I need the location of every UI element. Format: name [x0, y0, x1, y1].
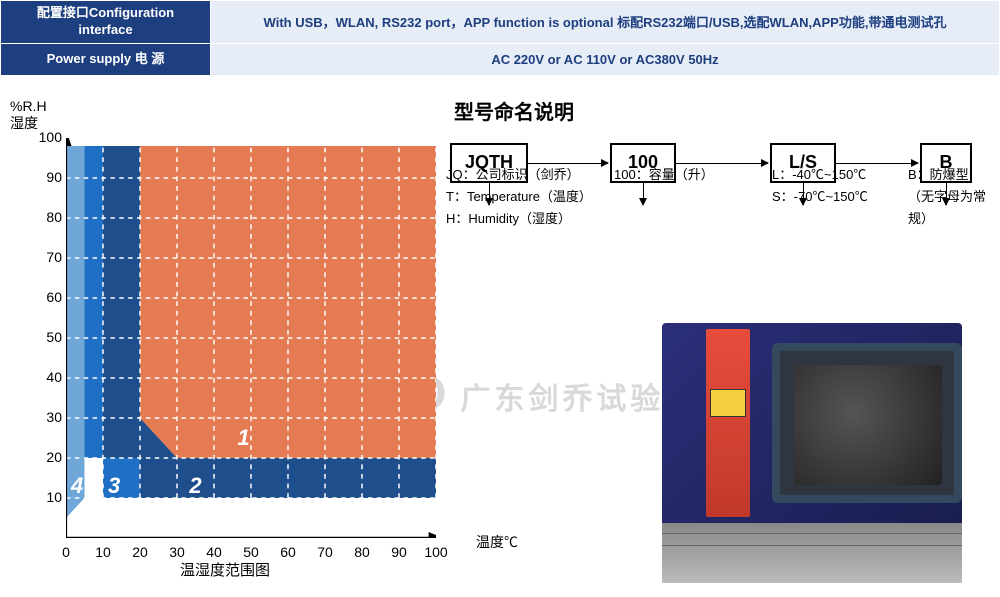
chart-xtick: 70	[310, 544, 340, 560]
naming-desc-line: L：-40℃~150℃	[772, 164, 868, 186]
chart-svg	[66, 138, 436, 538]
naming-desc-column: L：-40℃~150℃S：-70℃~150℃	[772, 164, 868, 208]
naming-diagram: 型号命名说明 JQTH100L/SB JQ：公司标识（剑乔）T：Temperat…	[450, 96, 990, 187]
spec-value: With USB，WLAN, RS232 port，APP function i…	[211, 1, 1000, 44]
spec-table: 配置接口Configuration interfaceWith USB，WLAN…	[0, 0, 1000, 76]
chart-region-label: 1	[237, 425, 249, 451]
chart-xtick: 90	[384, 544, 414, 560]
chart-caption: 温湿度范围图	[180, 559, 270, 580]
chart-xtick: 50	[236, 544, 266, 560]
equipment-base	[662, 523, 962, 583]
humidity-chart: %R.H湿度 123410203040506070809010001020304…	[30, 106, 460, 576]
naming-desc-line: B：防爆型	[908, 164, 990, 186]
chart-ytick: 90	[36, 169, 62, 185]
spec-header: Power supply 电 源	[1, 43, 211, 75]
chart-x-label: 温度℃	[476, 532, 518, 552]
equipment-window-glass	[794, 365, 942, 485]
chart-plot-area: 1234102030405060708090100010203040506070…	[66, 138, 436, 538]
naming-desc-column: JQ：公司标识（剑乔）T：Temperature（温度）H：Humidity（湿…	[446, 164, 592, 230]
naming-desc-line: T：Temperature（温度）	[446, 186, 592, 208]
naming-desc-column: 100：容量（升）	[614, 164, 714, 186]
chart-xtick: 10	[88, 544, 118, 560]
chart-xtick: 20	[125, 544, 155, 560]
equipment-screen	[710, 389, 746, 417]
chart-ytick: 10	[36, 489, 62, 505]
chart-y-label: %R.H湿度	[10, 98, 47, 132]
naming-desc-line: JQ：公司标识（剑乔）	[446, 164, 592, 186]
chart-xtick: 100	[421, 544, 451, 560]
naming-desc-line: S：-70℃~150℃	[772, 186, 868, 208]
chart-ytick: 60	[36, 289, 62, 305]
chart-xtick: 80	[347, 544, 377, 560]
spec-header: 配置接口Configuration interface	[1, 1, 211, 44]
lower-area: JIANQIAO广东剑乔试验设备有限公司 %R.H湿度 123410203040…	[0, 76, 1000, 593]
naming-desc-line: 100：容量（升）	[614, 164, 714, 186]
arrow-down-icon	[643, 183, 644, 205]
chart-xtick: 60	[273, 544, 303, 560]
spec-value: AC 220V or AC 110V or AC380V 50Hz	[211, 43, 1000, 75]
chart-xtick: 30	[162, 544, 192, 560]
chart-ytick: 70	[36, 249, 62, 265]
chart-region-label: 4	[71, 473, 83, 499]
chart-xtick: 0	[51, 544, 81, 560]
chart-ytick: 50	[36, 329, 62, 345]
naming-desc-column: B：防爆型（无字母为常规）	[908, 164, 990, 230]
equipment-door	[772, 343, 962, 503]
equipment-body	[662, 323, 962, 523]
naming-desc-line: （无字母为常规）	[908, 186, 990, 230]
chart-ytick: 100	[36, 129, 62, 145]
chart-ytick: 30	[36, 409, 62, 425]
chart-region-label: 2	[189, 473, 201, 499]
chart-ytick: 80	[36, 209, 62, 225]
chart-ytick: 40	[36, 369, 62, 385]
naming-desc-line: H：Humidity（湿度）	[446, 208, 592, 230]
chart-ytick: 20	[36, 449, 62, 465]
equipment-control-panel	[706, 329, 750, 517]
chart-xtick: 40	[199, 544, 229, 560]
equipment-photo	[622, 323, 982, 593]
chart-region-label: 3	[108, 473, 120, 499]
naming-title: 型号命名说明	[454, 96, 990, 125]
